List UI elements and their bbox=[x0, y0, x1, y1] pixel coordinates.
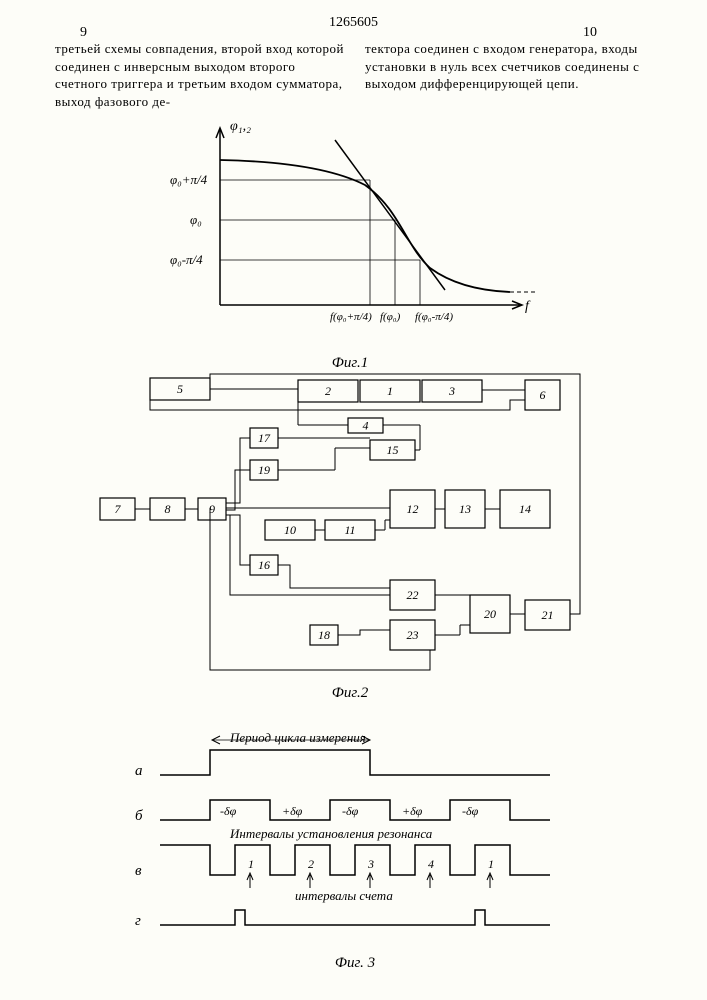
fig3-c-label-1: 2 bbox=[308, 857, 314, 871]
fig3-b-label-2: -δφ bbox=[342, 804, 359, 818]
fig3-row-label-c: в bbox=[135, 863, 142, 879]
figure-1: φ₁,₂ f φ₀+π/4 φ₀ φ₀-π/4 f(φ₀+π/4) f(φ₀) … bbox=[140, 110, 560, 350]
fig3-row-label-g: г bbox=[135, 913, 141, 929]
fig2-block-label-19: 19 bbox=[258, 463, 270, 477]
document-id: 1265605 bbox=[329, 15, 378, 31]
fig2-block-label-8: 8 bbox=[165, 502, 171, 516]
page-number-left: 9 bbox=[80, 25, 87, 41]
fig2-block-label-12: 12 bbox=[407, 502, 419, 516]
fig2-block-label-14: 14 bbox=[519, 502, 531, 516]
fig2-block-label-15: 15 bbox=[387, 443, 399, 457]
figure-3: а Период цикла измерения б -δφ +δφ -δφ +… bbox=[120, 720, 590, 970]
fig3-row-label-b: б bbox=[135, 808, 143, 824]
fig1-ytick-0: φ₀+π/4 bbox=[170, 172, 208, 187]
fig2-block-label-22: 22 bbox=[407, 588, 419, 602]
fig2-block-label-20: 20 bbox=[484, 607, 496, 621]
figure-2-caption: Фиг.2 bbox=[80, 685, 620, 702]
body-text-right-column: тектора соединен с входом генератора, вх… bbox=[365, 40, 660, 93]
fig3-c-label-0: 1 bbox=[248, 857, 254, 871]
fig3-title-b: Интервалы установления резонанса bbox=[229, 826, 433, 841]
fig2-block-label-13: 13 bbox=[459, 502, 471, 516]
fig2-block-label-17: 17 bbox=[258, 431, 271, 445]
fig3-b-label-3: +δφ bbox=[402, 804, 423, 818]
page-number-right: 10 bbox=[583, 25, 597, 41]
fig3-b-label-4: -δφ bbox=[462, 804, 479, 818]
figure-2: 1234567891011121314151617181920212223 Фи… bbox=[80, 370, 620, 700]
fig3-title-c: интервалы счета bbox=[295, 888, 393, 903]
fig2-block-label-7: 7 bbox=[115, 502, 122, 516]
fig1-ytick-2: φ₀-π/4 bbox=[170, 252, 203, 267]
fig2-block-label-4: 4 bbox=[363, 419, 369, 433]
fig1-xtick-1: f(φ₀) bbox=[380, 311, 401, 323]
fig1-xtick-2: f(φ₀-π/4) bbox=[415, 311, 453, 323]
fig2-block-label-10: 10 bbox=[284, 523, 296, 537]
fig2-block-label-2: 2 bbox=[325, 384, 331, 398]
fig2-block-label-9: 9 bbox=[209, 502, 215, 516]
fig2-block-label-3: 3 bbox=[448, 384, 455, 398]
fig1-xtick-0: f(φ₀+π/4) bbox=[330, 311, 372, 323]
figure-3-caption: Фиг. 3 bbox=[120, 955, 590, 972]
fig3-title-a: Период цикла измерения bbox=[229, 730, 366, 745]
fig2-block-label-5: 5 bbox=[177, 382, 183, 396]
fig2-block-label-1: 1 bbox=[387, 384, 393, 398]
body-text-left-column: третьей схемы совпадения, второй вход ко… bbox=[55, 40, 350, 110]
fig3-c-label-3: 4 bbox=[428, 857, 434, 871]
fig1-y-axis-label: φ₁,₂ bbox=[230, 119, 251, 134]
fig3-c-label-2: 3 bbox=[367, 857, 374, 871]
fig2-block-label-23: 23 bbox=[407, 628, 419, 642]
fig3-row-label-a: а bbox=[135, 763, 143, 779]
fig3-c-label-4: 1 bbox=[488, 857, 494, 871]
fig1-x-axis-label: f bbox=[525, 299, 531, 314]
fig2-block-label-11: 11 bbox=[344, 523, 355, 537]
fig3-b-label-1: +δφ bbox=[282, 804, 303, 818]
fig3-b-label-0: -δφ bbox=[220, 804, 237, 818]
fig2-block-label-18: 18 bbox=[318, 628, 330, 642]
fig2-block-label-6: 6 bbox=[540, 388, 546, 402]
fig2-block-label-21: 21 bbox=[542, 608, 554, 622]
fig2-block-label-16: 16 bbox=[258, 558, 270, 572]
fig1-ytick-1: φ₀ bbox=[190, 212, 202, 227]
